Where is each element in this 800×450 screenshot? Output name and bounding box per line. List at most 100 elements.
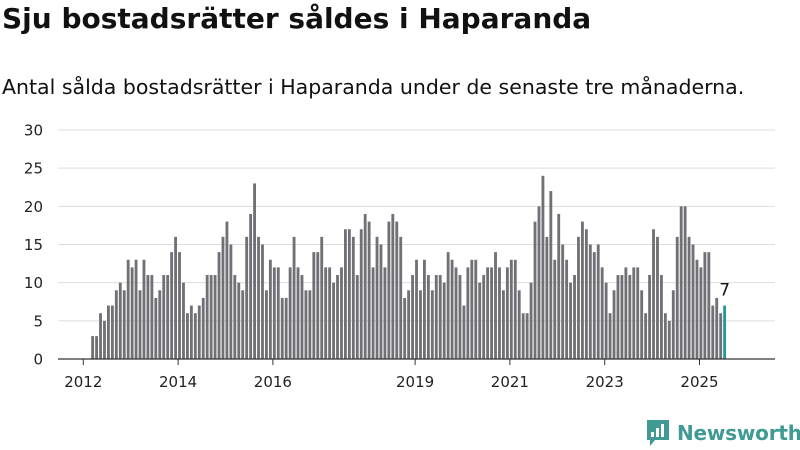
- bar: [569, 282, 572, 359]
- bar: [509, 259, 513, 359]
- bar: [284, 297, 288, 359]
- bar: [513, 259, 517, 359]
- bar: [375, 236, 379, 359]
- bar: [300, 275, 304, 359]
- bar: [426, 275, 430, 359]
- bar: [434, 275, 438, 359]
- bar: [138, 290, 142, 359]
- bar: [296, 267, 300, 359]
- x-tick-label: 2021: [491, 373, 529, 391]
- bar: [616, 275, 620, 359]
- bar: [213, 275, 217, 359]
- bar: [158, 290, 162, 359]
- bar: [193, 313, 197, 359]
- bar: [407, 290, 411, 359]
- bar: [110, 305, 114, 359]
- bar: [529, 282, 533, 359]
- bar: [201, 297, 205, 359]
- bar: [268, 259, 272, 359]
- bar: [233, 275, 237, 359]
- y-tick-label: 10: [24, 274, 43, 292]
- bar: [577, 236, 580, 359]
- bar: [663, 313, 667, 359]
- bar: [320, 236, 324, 359]
- bar: [347, 229, 351, 359]
- bar: [565, 259, 569, 359]
- bar: [229, 244, 233, 359]
- bar: [249, 213, 253, 359]
- bar: [719, 313, 723, 359]
- bar: [470, 259, 474, 359]
- bar: [711, 305, 715, 359]
- bar: [545, 236, 549, 359]
- bar: [304, 290, 308, 359]
- bar: [525, 313, 529, 359]
- bar: [142, 259, 146, 359]
- y-tick-label: 25: [24, 160, 43, 178]
- bar: [494, 252, 497, 359]
- bar: [225, 221, 229, 359]
- y-tick-label: 5: [33, 312, 43, 330]
- bar: [458, 275, 462, 359]
- bar: [707, 252, 711, 359]
- bar: [640, 290, 644, 359]
- bar-latest: [723, 305, 727, 359]
- bar: [99, 313, 102, 359]
- bar: [450, 259, 454, 359]
- bar: [715, 297, 719, 359]
- bar: [316, 252, 320, 359]
- x-tick-label: 2025: [680, 373, 718, 391]
- bar: [517, 290, 521, 359]
- bar: [608, 313, 612, 359]
- chart-subtitle: Antal sålda bostadsrätter i Haparanda un…: [2, 75, 745, 99]
- bar: [703, 252, 707, 359]
- bar: [205, 275, 209, 359]
- bar: [336, 275, 339, 359]
- bar: [399, 236, 403, 359]
- bar: [442, 282, 446, 359]
- bar: [170, 252, 174, 359]
- bar: [351, 236, 355, 359]
- bar: [288, 267, 292, 359]
- bar: [122, 290, 126, 359]
- bar: [379, 244, 383, 359]
- bar: [91, 336, 95, 359]
- bar: [446, 252, 450, 359]
- bar: [466, 267, 470, 359]
- bar: [189, 305, 193, 359]
- bar: [221, 236, 225, 359]
- bar: [667, 320, 671, 359]
- bar: [324, 267, 328, 359]
- bar: [186, 313, 189, 359]
- bar: [644, 313, 648, 359]
- bar: [699, 267, 703, 359]
- bar: [344, 229, 347, 359]
- bar: [253, 183, 256, 359]
- bar: [675, 236, 679, 359]
- bar: [541, 175, 545, 359]
- bar: [561, 244, 565, 359]
- bar: [652, 229, 655, 359]
- bar: [691, 244, 695, 359]
- bar: [419, 290, 422, 359]
- x-tick-label: 2012: [64, 373, 102, 391]
- newsworthy-logo-icon: [647, 420, 669, 446]
- bar: [237, 282, 241, 359]
- bar: [505, 267, 509, 359]
- bar: [423, 259, 426, 359]
- bar: [438, 275, 442, 359]
- bar: [628, 275, 632, 359]
- bar: [671, 290, 675, 359]
- bar: [182, 282, 185, 359]
- bar: [592, 252, 596, 359]
- bar: [292, 236, 296, 359]
- bar: [533, 221, 537, 359]
- bar: [391, 213, 395, 359]
- y-tick-label: 30: [24, 122, 43, 140]
- bar: [178, 252, 181, 359]
- bar: [486, 267, 490, 359]
- bar: [209, 275, 213, 359]
- bar: [174, 236, 177, 359]
- bar: [308, 290, 312, 359]
